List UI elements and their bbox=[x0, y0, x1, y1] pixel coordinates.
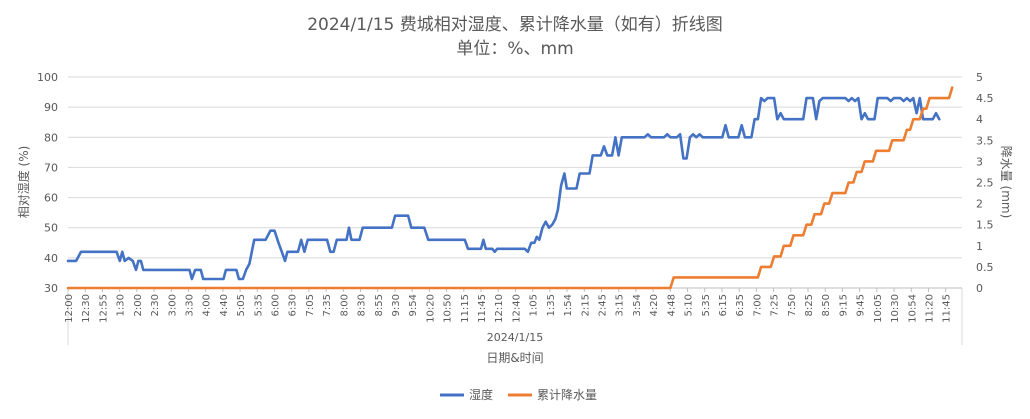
right-tick-label: 1.5 bbox=[976, 219, 994, 232]
x-axis-label: 日期&时间 bbox=[486, 351, 543, 365]
x-tick-label: 8:00 bbox=[339, 294, 350, 316]
x-tick-label: 12:40 bbox=[511, 294, 522, 323]
x-tick-label: 6:15 bbox=[718, 294, 729, 316]
chart-title: 2024/1/15 费城相对湿度、累计降水量（如有）折线图 bbox=[307, 15, 723, 35]
x-tick-label: 7:50 bbox=[787, 294, 798, 316]
legend: 湿度 累计降水量 bbox=[440, 387, 597, 402]
x-tick-label: 7:05 bbox=[305, 294, 316, 316]
x-tick-label: 11:15 bbox=[460, 294, 471, 323]
x-tick-label: 4:48 bbox=[666, 294, 677, 316]
precipitation-line bbox=[66, 86, 954, 290]
x-tick-label: 5:10 bbox=[684, 294, 695, 316]
chart-subtitle: 单位：%、mm bbox=[456, 39, 573, 59]
x-tick-label: 8:50 bbox=[821, 294, 832, 316]
left-tick-label: 50 bbox=[44, 222, 58, 235]
gridlines bbox=[68, 76, 962, 259]
x-tick-label: 12:10 bbox=[494, 294, 505, 323]
x-tick-label: 11:20 bbox=[924, 294, 935, 323]
x-tick-label: 7:25 bbox=[770, 294, 781, 316]
x-tick-label: 6:00 bbox=[271, 294, 282, 316]
x-tick-label: 2:00 bbox=[133, 294, 144, 316]
x-tick-label: 1:54 bbox=[563, 294, 574, 316]
x-tick-label: 4:40 bbox=[219, 294, 230, 316]
legend-humidity-label: 湿度 bbox=[469, 387, 493, 402]
left-tick-label: 40 bbox=[44, 252, 58, 265]
x-tick-label: 9:15 bbox=[838, 294, 849, 316]
x-tick-label: 10:50 bbox=[443, 294, 454, 323]
x-tick-label: 1:30 bbox=[116, 294, 127, 316]
right-tick-label: 3.5 bbox=[976, 134, 994, 147]
x-tick-label: 9:45 bbox=[856, 294, 867, 316]
x-axis: 12:00 12:30 12:55 1:30 2:00 2:30 3:00 3:30 4:00 4… bbox=[64, 287, 963, 345]
x-tick-label: 11:45 bbox=[942, 294, 953, 323]
humidity-line bbox=[66, 96, 941, 281]
x-tick-label: 12:00 bbox=[64, 294, 75, 323]
x-tick-label: 5:35 bbox=[253, 294, 264, 316]
x-tick-label: 8:55 bbox=[374, 294, 385, 316]
x-tick-label: 4:20 bbox=[649, 294, 660, 316]
left-tick-label: 90 bbox=[44, 101, 58, 114]
x-tick-label: 4:00 bbox=[202, 294, 213, 316]
right-tick-label: 2.5 bbox=[976, 177, 994, 190]
x-tick-label: 3:00 bbox=[167, 294, 178, 316]
x-tick-label: 10:20 bbox=[425, 294, 436, 323]
left-tick-label: 30 bbox=[44, 282, 58, 295]
right-axis-ticks: 0 0.5 1 1.5 2 2.5 3 3.5 4 4.5 5 bbox=[976, 71, 994, 295]
x-tick-label: 3:15 bbox=[615, 294, 626, 316]
x-tick-label: 2:15 bbox=[580, 294, 591, 316]
x-tick-label: 5:35 bbox=[701, 294, 712, 316]
legend-precip-label: 累计降水量 bbox=[537, 388, 597, 402]
right-tick-label: 1 bbox=[976, 240, 983, 253]
right-tick-label: 5 bbox=[976, 71, 983, 84]
right-tick-label: 0 bbox=[976, 282, 983, 295]
x-tick-label: 3:30 bbox=[184, 294, 195, 316]
right-tick-label: 4.5 bbox=[976, 92, 994, 105]
x-tick-label: 8:30 bbox=[357, 294, 368, 316]
x-tick-label: 1:35 bbox=[546, 294, 557, 316]
x-tick-label: 12:55 bbox=[98, 294, 109, 323]
x-tick-label: 2:30 bbox=[150, 294, 161, 316]
date-group-label: 2024/1/15 bbox=[487, 331, 543, 344]
left-axis-ticks: 30 40 50 60 70 80 90 100 bbox=[37, 71, 58, 295]
right-tick-label: 4 bbox=[976, 113, 983, 126]
x-tick-label: 10:30 bbox=[890, 294, 901, 323]
right-tick-label: 0.5 bbox=[976, 261, 994, 274]
x-tick-label: 7:00 bbox=[752, 294, 763, 316]
right-axis-label: 降水量 (mm) bbox=[999, 146, 1013, 219]
x-tick-label: 11:45 bbox=[477, 294, 488, 323]
left-tick-label: 60 bbox=[44, 192, 58, 205]
x-tick-label: 3:54 bbox=[632, 294, 643, 316]
x-tick-label: 8:25 bbox=[804, 294, 815, 316]
series-lines bbox=[66, 86, 954, 290]
x-tick-label: 2:45 bbox=[597, 294, 608, 316]
left-tick-label: 100 bbox=[37, 71, 58, 84]
x-tick-label: 9:30 bbox=[391, 294, 402, 316]
x-tick-label: 1:05 bbox=[529, 294, 540, 316]
x-tick-label: 10:05 bbox=[873, 294, 884, 323]
x-tick-label: 5:05 bbox=[236, 294, 247, 316]
x-tick-label: 9:54 bbox=[408, 294, 419, 316]
right-tick-label: 3 bbox=[976, 155, 983, 168]
x-tick-label: 6:30 bbox=[288, 294, 299, 316]
right-tick-label: 2 bbox=[976, 198, 983, 211]
x-tick-label: 12:30 bbox=[81, 294, 92, 323]
x-tick-label: 7:35 bbox=[322, 294, 333, 316]
left-tick-label: 70 bbox=[44, 161, 58, 174]
x-tick-label: 6:35 bbox=[735, 294, 746, 316]
left-tick-label: 80 bbox=[44, 131, 58, 144]
left-axis-label: 相对湿度 (%) bbox=[16, 146, 31, 219]
x-tick-label: 10:54 bbox=[907, 294, 918, 323]
